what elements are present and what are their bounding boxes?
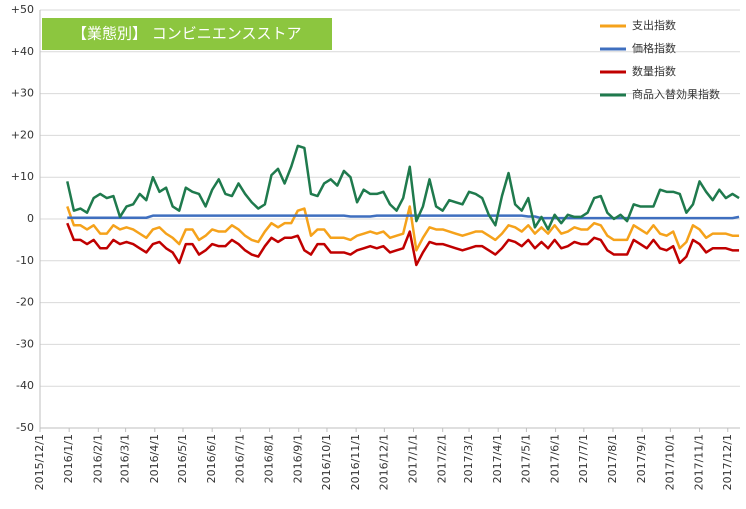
y-tick-label: -40 bbox=[16, 379, 34, 392]
chart-title: 【業態別】 コンビニエンスストア bbox=[72, 25, 301, 43]
x-tick-label: 2017/8/1 bbox=[606, 434, 619, 483]
x-tick-label: 2017/11/1 bbox=[693, 434, 706, 490]
series-line bbox=[66, 144, 740, 231]
x-tick-label: 2017/3/1 bbox=[462, 434, 475, 483]
x-tick-label: 2016/11/1 bbox=[349, 434, 362, 490]
x-tick-label: 2016/6/1 bbox=[205, 434, 218, 483]
x-tick-label: 2016/10/1 bbox=[320, 434, 333, 490]
x-tick-label: 2017/12/1 bbox=[721, 434, 734, 490]
x-tick-label: 2017/2/1 bbox=[436, 434, 449, 483]
x-tick-label: 2017/4/1 bbox=[491, 434, 504, 483]
y-tick-label: +20 bbox=[11, 128, 34, 141]
y-tick-label: +30 bbox=[11, 87, 34, 100]
y-tick-label: -20 bbox=[16, 296, 34, 309]
x-tick-label: 2016/5/1 bbox=[176, 434, 189, 483]
y-tick-label: -30 bbox=[16, 337, 34, 350]
x-tick-label: 2016/9/1 bbox=[292, 434, 305, 483]
x-tick-label: 2017/6/1 bbox=[549, 434, 562, 483]
x-tick-label: 2016/12/1 bbox=[377, 434, 390, 490]
x-tick-label: 2017/7/1 bbox=[577, 434, 590, 483]
x-tick-label: 2017/10/1 bbox=[663, 434, 676, 490]
legend-label: 数量指数 bbox=[632, 64, 676, 78]
x-tick-label: 2017/1/1 bbox=[407, 434, 420, 483]
y-tick-label: +10 bbox=[11, 170, 34, 183]
x-tick-label: 2016/4/1 bbox=[148, 434, 161, 483]
x-tick-label: 2017/9/1 bbox=[635, 434, 648, 483]
x-tick-label: 2016/2/1 bbox=[91, 434, 104, 483]
y-tick-label: +50 bbox=[11, 3, 34, 16]
x-tick-label: 2016/3/1 bbox=[119, 434, 132, 483]
x-tick-label: 2017/5/1 bbox=[519, 434, 532, 483]
y-tick-label: +40 bbox=[11, 45, 34, 58]
x-tick-label: 2016/1/1 bbox=[62, 434, 75, 483]
x-tick-label: 2015/12/1 bbox=[33, 434, 46, 490]
series-line bbox=[66, 205, 740, 252]
title-box bbox=[42, 18, 332, 50]
x-tick-label: 2016/7/1 bbox=[233, 434, 246, 483]
legend-label: 価格指数 bbox=[632, 41, 676, 55]
y-tick-label: -10 bbox=[16, 254, 34, 267]
x-tick-label: 2016/8/1 bbox=[263, 434, 276, 483]
y-tick-label: 0 bbox=[27, 212, 34, 225]
series-line bbox=[66, 222, 740, 267]
y-tick-label: -50 bbox=[16, 421, 34, 434]
legend-label: 商品入替効果指数 bbox=[632, 87, 720, 101]
legend-label: 支出指数 bbox=[632, 18, 676, 32]
